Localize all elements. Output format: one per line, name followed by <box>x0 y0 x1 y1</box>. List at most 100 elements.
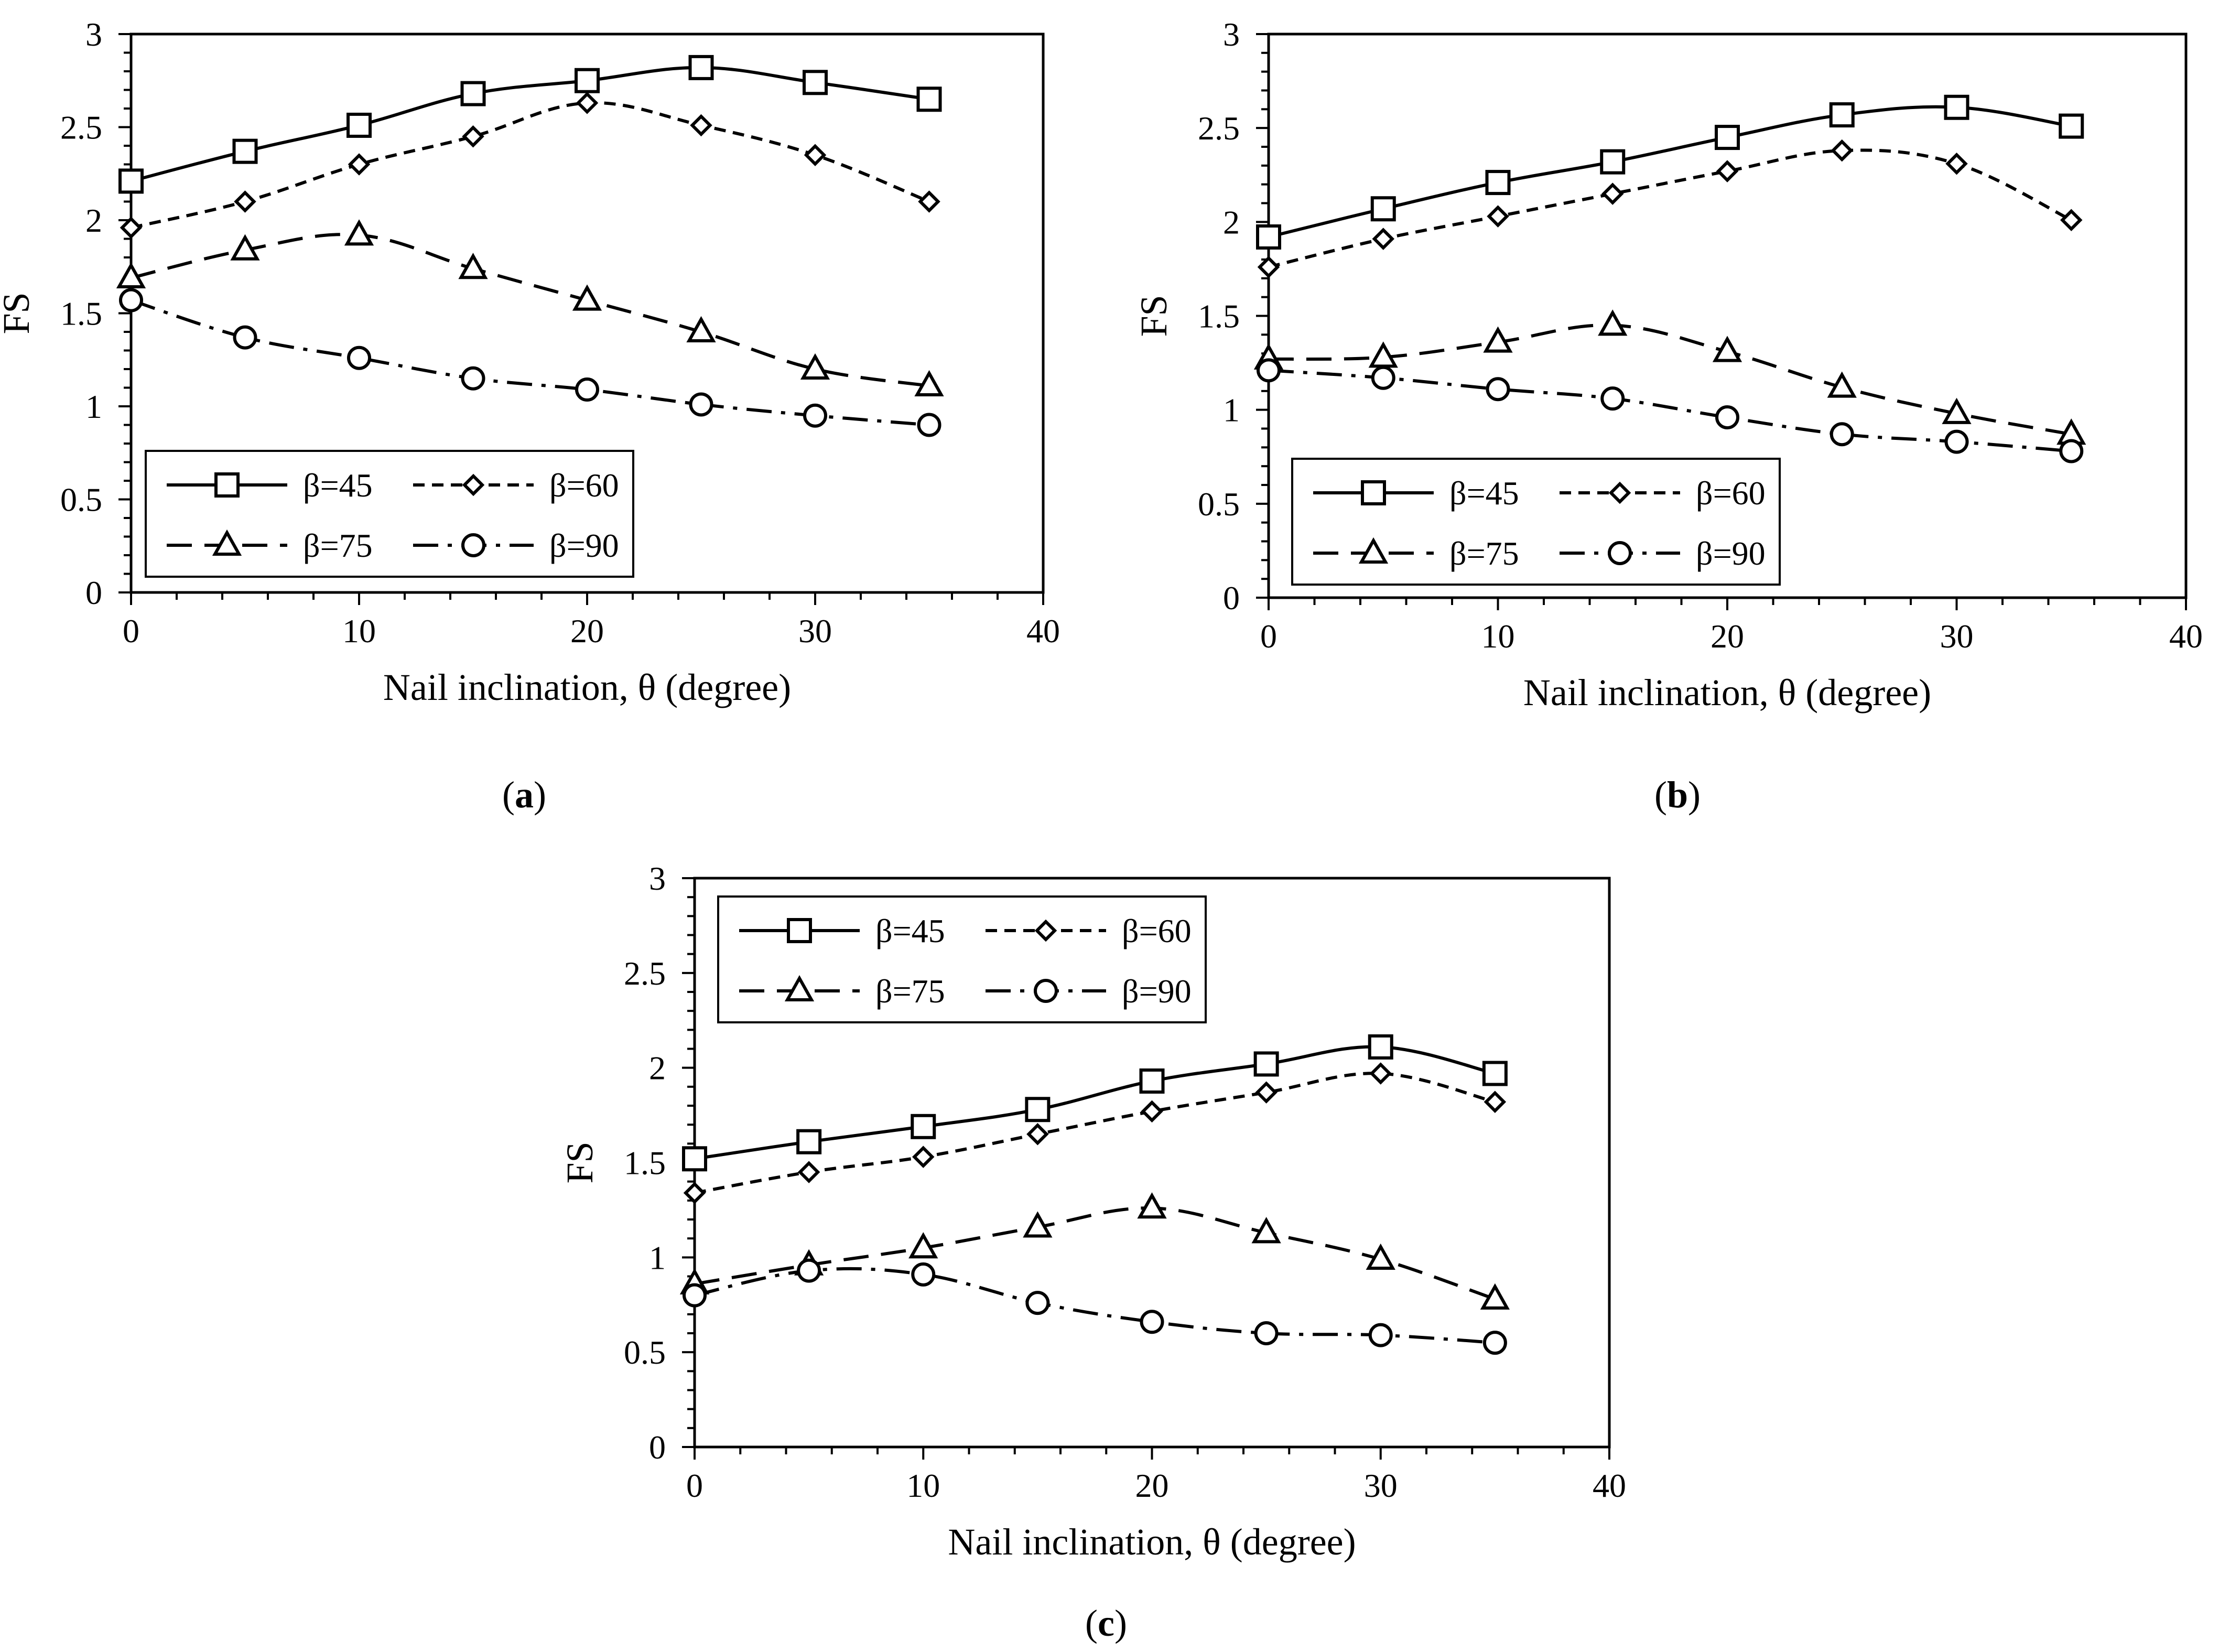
data-point-square <box>682 1146 707 1172</box>
data-point-triangle <box>1483 326 1513 353</box>
data-point-triangle <box>458 253 488 279</box>
legend-label: β=90 <box>1696 535 1766 572</box>
data-point-circle <box>911 1262 936 1287</box>
data-point-diamond <box>348 153 371 176</box>
x-tick-label: 30 <box>1364 1467 1398 1504</box>
data-point-square <box>1025 1097 1051 1122</box>
legend-label: β=60 <box>1122 912 1192 949</box>
legend-marker-diamond <box>462 473 485 496</box>
legend-marker-square <box>214 472 240 498</box>
legend: β=45 β=60 β=75 β=90 <box>1291 458 1781 586</box>
chart-panel-b: 0 10 20 30 40 0 0.5 1 1.5 2 2.5 3 Nail inclination, … <box>1133 16 2203 714</box>
data-point-circle <box>1254 1321 1279 1345</box>
legend-label: β=75 <box>1449 535 1519 572</box>
data-point-square <box>1829 102 1855 128</box>
series-line <box>131 233 929 387</box>
data-point-diamond <box>690 114 712 137</box>
series-square <box>682 1034 1508 1172</box>
data-point-triangle <box>1712 336 1742 362</box>
data-point-circle <box>1830 422 1854 447</box>
caption-a: (a) <box>502 774 546 816</box>
legend-label: β=45 <box>1449 474 1519 512</box>
data-point-diamond <box>1716 160 1739 182</box>
data-point-square <box>688 55 714 80</box>
legend-label: β=90 <box>549 527 619 564</box>
data-point-diamond <box>1601 182 1624 205</box>
data-point-diamond <box>804 144 827 166</box>
data-point-diamond <box>234 190 256 213</box>
data-point-square <box>916 87 942 112</box>
data-point-circle <box>1944 429 1969 454</box>
x-tick-label: 10 <box>342 612 376 650</box>
data-point-square <box>803 70 828 95</box>
data-point-diamond <box>1255 1081 1278 1104</box>
x-axis-title: Nail inclination, θ (degree) <box>1523 672 1931 714</box>
legend: β=45 β=60 β=75 β=90 <box>145 450 634 578</box>
series-diamond <box>1257 139 2083 278</box>
data-point-triangle <box>1480 1283 1510 1310</box>
chart-panel-c: 0 10 20 30 40 0 0.5 1 1.5 2 2.5 3 Nail inclination, … <box>559 860 1626 1563</box>
data-point-circle <box>347 345 371 370</box>
data-point-square <box>1368 1034 1393 1060</box>
data-point-circle <box>119 288 143 312</box>
data-point-square <box>575 68 600 93</box>
caption-c: (c) <box>1085 1602 1127 1644</box>
data-point-square <box>911 1114 936 1139</box>
data-point-triangle <box>116 262 146 289</box>
data-point-triangle <box>1942 397 1972 424</box>
y-tick-label: 3 <box>1223 16 1240 53</box>
data-point-triangle <box>1827 371 1857 398</box>
data-point-square <box>2059 113 2084 139</box>
y-tick-label: 0.5 <box>60 481 102 519</box>
y-tick-label: 2.5 <box>624 955 666 992</box>
data-point-diamond <box>1026 1123 1049 1146</box>
data-point-triangle <box>908 1232 938 1259</box>
legend-marker-square <box>1361 480 1386 505</box>
series-line <box>1268 323 2072 436</box>
data-point-circle <box>689 392 713 417</box>
legend-marker-triangle <box>784 975 815 1001</box>
series-square <box>1256 94 2084 250</box>
legend-marker-square <box>787 918 812 943</box>
legend: β=45 β=60 β=75 β=90 <box>717 895 1207 1023</box>
y-tick-label: 0 <box>649 1429 666 1466</box>
data-point-diamond <box>576 92 599 114</box>
legend-marker-triangle <box>212 529 242 556</box>
x-tick-label: 10 <box>906 1467 940 1504</box>
data-point-triangle <box>572 284 602 311</box>
data-point-circle <box>575 377 599 402</box>
x-tick-label: 40 <box>2169 618 2203 655</box>
data-point-diamond <box>1945 153 1968 175</box>
data-point-circle <box>1368 1323 1393 1347</box>
data-point-diamond <box>912 1146 935 1168</box>
y-tick-label: 1 <box>85 388 102 425</box>
x-axis-title: Nail inclination, θ (degree) <box>948 1521 1356 1563</box>
data-point-triangle <box>230 234 260 261</box>
x-axis-title: Nail inclination, θ (degree) <box>383 666 791 708</box>
x-tick-label: 0 <box>1260 618 1277 655</box>
data-point-circle <box>1140 1310 1164 1334</box>
data-point-circle <box>2059 439 2084 463</box>
series-line <box>1268 369 2072 453</box>
y-tick-label: 1 <box>649 1239 666 1276</box>
y-axis-title: FS <box>0 292 37 334</box>
data-point-diamond <box>683 1182 706 1204</box>
y-tick-label: 3 <box>649 860 666 897</box>
y-tick-label: 0 <box>1223 579 1240 617</box>
data-point-circle <box>1025 1291 1050 1315</box>
data-point-square <box>796 1129 822 1154</box>
y-tick-label: 1.5 <box>60 295 102 332</box>
legend-label: β=75 <box>875 973 945 1010</box>
data-point-square <box>1370 196 1396 222</box>
y-tick-label: 2 <box>85 202 102 239</box>
y-tick-label: 0.5 <box>624 1334 666 1371</box>
data-point-circle <box>1715 405 1739 429</box>
data-point-circle <box>1371 365 1395 390</box>
y-tick-label: 2 <box>1223 203 1240 241</box>
x-tick-label: 40 <box>1593 1467 1626 1504</box>
series-circle <box>119 288 941 437</box>
legend-marker-circle <box>461 533 485 557</box>
y-axis-title: FS <box>559 1141 601 1183</box>
legend-marker-diamond <box>1034 919 1057 942</box>
